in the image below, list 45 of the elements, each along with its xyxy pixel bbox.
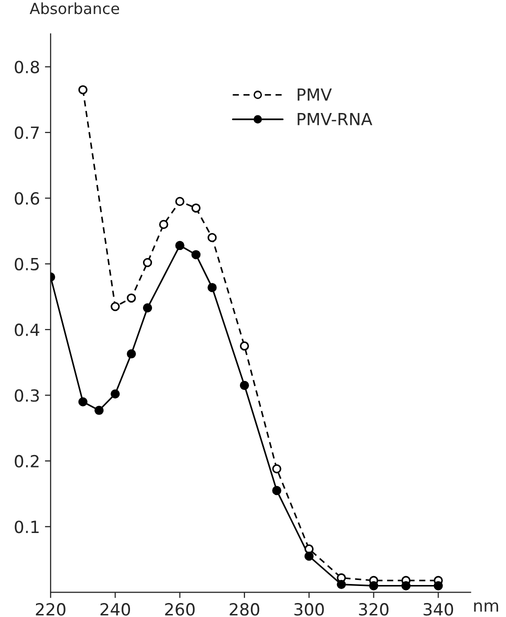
x-axis-title: nm xyxy=(474,602,498,612)
point xyxy=(240,380,250,390)
legend-label: PMV xyxy=(298,88,332,101)
y-tick-label: 0.8 xyxy=(14,60,40,74)
y-tick-label: 0.7 xyxy=(14,126,39,140)
point xyxy=(369,581,378,590)
point xyxy=(191,203,201,213)
x-tick-label: 280 xyxy=(230,603,260,616)
point xyxy=(78,397,88,406)
x-tick-label: 340 xyxy=(424,603,454,616)
y-tick-label: 0.6 xyxy=(14,192,40,205)
y-tick-label: 0.5 xyxy=(14,258,39,270)
x-tick-label: 240 xyxy=(100,603,130,616)
point xyxy=(159,220,168,230)
point xyxy=(78,85,88,94)
point xyxy=(304,544,314,554)
y-axis-title: Absorbance xyxy=(30,2,120,14)
point xyxy=(272,464,282,474)
point xyxy=(126,349,136,358)
y-tick-label: 0.4 xyxy=(14,324,40,336)
point xyxy=(208,233,217,242)
point xyxy=(401,581,411,590)
y-tick-label: 0.1 xyxy=(14,520,39,534)
point xyxy=(208,282,217,292)
point xyxy=(110,302,120,312)
point xyxy=(175,196,184,206)
point xyxy=(126,293,136,303)
x-tick-label: 260 xyxy=(165,603,195,616)
x-tick-label: 220 xyxy=(36,603,66,616)
y-tick-label: 0.2 xyxy=(14,454,39,468)
point xyxy=(191,250,201,260)
y-tick-label: 0.3 xyxy=(14,389,39,402)
point xyxy=(142,303,152,312)
point xyxy=(272,486,282,496)
x-tick-label: 300 xyxy=(294,603,324,616)
legend-label: PMV-RNA xyxy=(298,113,372,126)
point xyxy=(434,581,443,590)
point xyxy=(175,240,184,250)
point xyxy=(142,258,152,268)
point xyxy=(110,389,120,398)
point xyxy=(336,580,346,590)
x-tick-label: 320 xyxy=(359,603,388,616)
point xyxy=(304,552,314,561)
point xyxy=(240,341,250,351)
point xyxy=(94,406,104,415)
